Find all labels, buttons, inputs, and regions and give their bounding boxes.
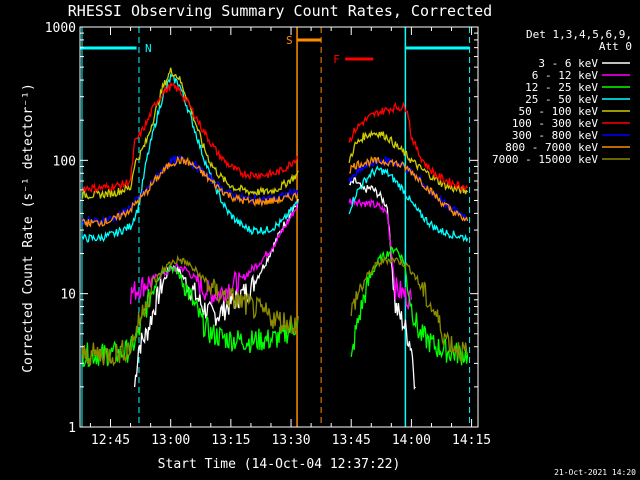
series-line bbox=[81, 155, 469, 228]
x-tick-label: 12:45 bbox=[91, 433, 130, 448]
legend-label: 25 - 50 keV bbox=[525, 93, 598, 106]
legend-header-line-1: Det 1,3,4,5,6,9, bbox=[526, 28, 632, 41]
chart-title: RHESSI Observing Summary Count Rates, Co… bbox=[68, 2, 492, 20]
legend-label: 12 - 25 keV bbox=[525, 81, 598, 94]
legend-label: 50 - 100 keV bbox=[519, 105, 599, 118]
legend-label: 3 - 6 keV bbox=[538, 57, 598, 70]
x-tick-label: 13:00 bbox=[151, 433, 190, 448]
legend-header-line-2: Att 0 bbox=[599, 40, 632, 53]
flag-label: N bbox=[145, 42, 152, 55]
flag-label: F bbox=[333, 53, 340, 66]
x-axis-label: Start Time (14-Oct-04 12:37:22) bbox=[158, 457, 401, 472]
x-tick-label: 14:00 bbox=[392, 433, 431, 448]
legend-label: 300 - 800 keV bbox=[512, 129, 598, 142]
series-line bbox=[81, 246, 469, 368]
x-tick-label: 13:30 bbox=[271, 433, 310, 448]
series-line bbox=[81, 73, 469, 243]
legend-label: 100 - 300 keV bbox=[512, 117, 598, 130]
y-tick-label: 1000 bbox=[45, 21, 76, 36]
y-tick-label: 1 bbox=[68, 421, 76, 436]
legend-label: 7000 - 15000 keV bbox=[492, 153, 598, 166]
y-axis-label: Corrected Count Rate (s⁻¹ detector⁻¹) bbox=[21, 83, 36, 373]
flags: N S F bbox=[80, 27, 471, 427]
legend-label: 800 - 7000 keV bbox=[505, 141, 598, 154]
series-line bbox=[81, 254, 469, 367]
y-tick-label: 10 bbox=[60, 288, 76, 303]
legend-label: 6 - 12 keV bbox=[532, 69, 599, 82]
y-tick-label: 100 bbox=[53, 154, 76, 169]
plot-frame bbox=[79, 26, 479, 428]
axes: 12:45 13:00 13:15 13:30 13:45 14:00 14:15 1 10 10… bbox=[45, 21, 491, 448]
flag-label: S bbox=[286, 34, 293, 47]
x-tick-label: 13:15 bbox=[211, 433, 250, 448]
series-line bbox=[81, 81, 469, 195]
footer-date: 21-Oct-2021 14:20 bbox=[554, 468, 636, 477]
x-tick-label: 13:45 bbox=[332, 433, 371, 448]
x-tick-label: 14:15 bbox=[452, 433, 491, 448]
series-group bbox=[81, 67, 469, 390]
